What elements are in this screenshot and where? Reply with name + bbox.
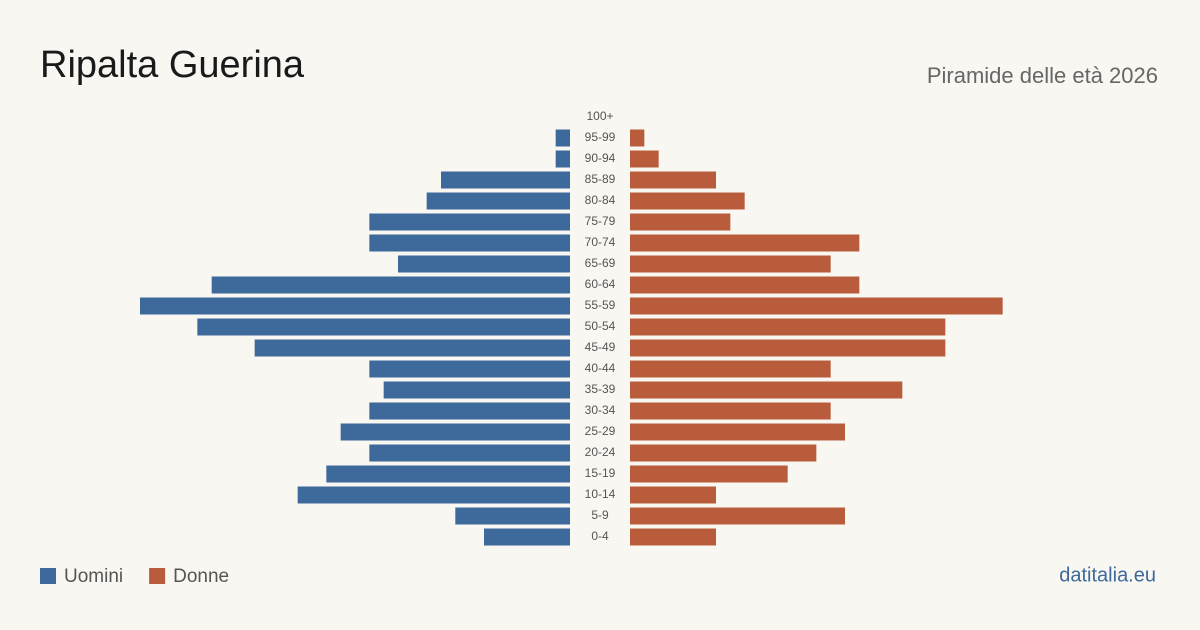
legend-label: Uomini bbox=[64, 566, 123, 587]
bar bbox=[630, 423, 845, 441]
category-label: 55-59 bbox=[585, 298, 616, 312]
bar bbox=[630, 465, 788, 483]
source: datitalia.eu bbox=[1059, 564, 1156, 586]
bar bbox=[211, 276, 570, 294]
bar bbox=[630, 486, 716, 504]
category-label: 60-64 bbox=[585, 277, 616, 291]
category-label: 50-54 bbox=[585, 319, 616, 333]
bar bbox=[555, 129, 570, 147]
bar bbox=[630, 276, 860, 294]
legend-swatch bbox=[40, 568, 56, 584]
bar bbox=[369, 444, 570, 462]
category-label: 100+ bbox=[586, 109, 613, 123]
bar bbox=[369, 360, 570, 378]
category-label: 20-24 bbox=[585, 445, 616, 459]
category-label: 30-34 bbox=[585, 403, 616, 417]
category-label: 10-14 bbox=[585, 487, 616, 501]
category-label: 90-94 bbox=[585, 151, 616, 165]
bar bbox=[297, 486, 570, 504]
bar bbox=[630, 339, 946, 357]
bar bbox=[369, 234, 570, 252]
bar bbox=[555, 150, 570, 168]
category-label: 15-19 bbox=[585, 466, 616, 480]
bar bbox=[630, 150, 659, 168]
bar bbox=[630, 171, 716, 189]
bar bbox=[369, 213, 570, 231]
bar bbox=[398, 255, 570, 273]
bar bbox=[197, 318, 571, 336]
legend-swatch bbox=[149, 568, 166, 584]
category-label: 95-99 bbox=[585, 130, 616, 144]
bar bbox=[140, 297, 570, 315]
category-label: 40-44 bbox=[585, 361, 616, 375]
bar bbox=[630, 318, 946, 336]
bar bbox=[340, 423, 570, 441]
bar bbox=[630, 192, 745, 210]
category-label: 35-39 bbox=[585, 382, 616, 396]
bar bbox=[630, 255, 831, 273]
bar bbox=[630, 507, 845, 525]
category-label: 75-79 bbox=[585, 214, 616, 228]
bar bbox=[383, 381, 570, 399]
category-label: 25-29 bbox=[585, 424, 616, 438]
category-label: 45-49 bbox=[585, 340, 616, 354]
bar bbox=[254, 339, 570, 357]
bar bbox=[426, 192, 570, 210]
bar bbox=[630, 129, 645, 147]
legend-label: Donne bbox=[173, 566, 229, 587]
category-label: 80-84 bbox=[585, 193, 616, 207]
chart-title: Ripalta Guerina bbox=[40, 44, 305, 86]
bar bbox=[630, 528, 716, 546]
bar bbox=[630, 381, 903, 399]
category-label: 5-9 bbox=[591, 508, 609, 522]
category-label: 70-74 bbox=[585, 235, 616, 249]
category-label: 85-89 bbox=[585, 172, 616, 186]
bar bbox=[630, 297, 1003, 315]
bar bbox=[455, 507, 570, 525]
bar bbox=[630, 402, 831, 420]
bar bbox=[326, 465, 570, 483]
category-label: 65-69 bbox=[585, 256, 616, 270]
bar bbox=[484, 528, 570, 546]
bar bbox=[369, 402, 570, 420]
category-label: 0-4 bbox=[591, 529, 609, 543]
bar bbox=[630, 360, 831, 378]
bar bbox=[441, 171, 570, 189]
bar bbox=[630, 234, 860, 252]
chart-subtitle: Piramide delle età 2026 bbox=[927, 63, 1158, 88]
bar bbox=[630, 213, 731, 231]
bar bbox=[630, 444, 817, 462]
